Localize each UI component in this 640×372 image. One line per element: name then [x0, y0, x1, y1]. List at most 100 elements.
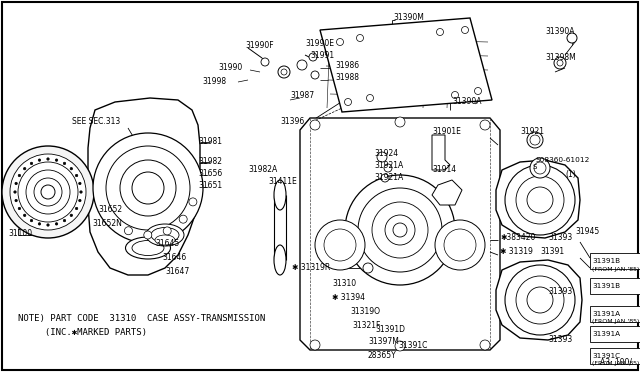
Circle shape [278, 66, 290, 78]
Circle shape [76, 207, 78, 210]
Circle shape [451, 92, 458, 99]
Text: 31990F: 31990F [245, 42, 274, 51]
Circle shape [70, 214, 72, 217]
Circle shape [534, 162, 546, 174]
Text: 31321F: 31321F [352, 321, 380, 330]
Circle shape [38, 223, 41, 225]
Circle shape [93, 133, 203, 243]
Circle shape [34, 178, 62, 206]
Circle shape [395, 341, 405, 351]
Text: ✱383420: ✱383420 [500, 234, 536, 243]
Circle shape [55, 159, 58, 161]
Circle shape [30, 162, 33, 165]
Text: 31921A: 31921A [374, 161, 403, 170]
Circle shape [179, 215, 187, 223]
Text: ✱ 31319R: ✱ 31319R [292, 263, 330, 273]
Circle shape [474, 87, 481, 94]
Polygon shape [496, 160, 580, 238]
Text: ✱ 31394: ✱ 31394 [332, 294, 365, 302]
Text: 31986: 31986 [335, 61, 359, 71]
Circle shape [384, 164, 392, 172]
Circle shape [395, 117, 405, 127]
Text: 31391D: 31391D [375, 326, 405, 334]
Circle shape [516, 276, 564, 324]
Text: 31945: 31945 [575, 228, 599, 237]
Circle shape [505, 265, 575, 335]
Circle shape [527, 287, 553, 313]
Circle shape [310, 340, 320, 350]
Circle shape [79, 182, 81, 185]
Circle shape [381, 174, 389, 182]
Text: 31393: 31393 [548, 336, 572, 344]
Circle shape [324, 229, 356, 261]
Circle shape [309, 53, 317, 61]
Circle shape [144, 231, 152, 239]
Text: 31390A: 31390A [452, 97, 481, 106]
Circle shape [393, 223, 407, 237]
Text: 31310: 31310 [332, 279, 356, 289]
Circle shape [372, 202, 428, 258]
Circle shape [527, 187, 553, 213]
Text: (FROM JAN.'85): (FROM JAN.'85) [592, 320, 639, 324]
Circle shape [385, 215, 415, 245]
Circle shape [516, 176, 564, 224]
Text: 31390M: 31390M [393, 13, 424, 22]
Circle shape [261, 58, 269, 66]
Circle shape [24, 167, 26, 170]
Text: 31991: 31991 [310, 51, 334, 61]
Circle shape [41, 185, 55, 199]
Text: 31921A: 31921A [374, 173, 403, 183]
Text: 31990: 31990 [218, 62, 243, 71]
Text: 31652: 31652 [98, 205, 122, 215]
Polygon shape [432, 135, 450, 170]
Circle shape [436, 29, 444, 35]
Text: 31391A: 31391A [592, 331, 620, 337]
Circle shape [358, 188, 442, 272]
Text: 31647: 31647 [165, 267, 189, 276]
Text: 31393: 31393 [548, 234, 572, 243]
Text: A3  100/: A3 100/ [600, 357, 632, 366]
Circle shape [47, 158, 49, 160]
Text: 31990E: 31990E [305, 39, 334, 48]
Text: 31646: 31646 [162, 253, 186, 263]
Circle shape [480, 340, 490, 350]
Circle shape [311, 71, 319, 79]
Text: 28365Y: 28365Y [368, 352, 397, 360]
Circle shape [377, 152, 387, 162]
FancyBboxPatch shape [590, 253, 640, 269]
Circle shape [124, 227, 132, 235]
Ellipse shape [125, 237, 170, 259]
Text: 31981: 31981 [198, 138, 222, 147]
Text: 31391C: 31391C [398, 341, 428, 350]
Circle shape [567, 33, 577, 43]
Text: 31396: 31396 [280, 118, 304, 126]
Circle shape [527, 132, 543, 148]
Text: 31391C: 31391C [592, 353, 620, 359]
Circle shape [554, 57, 566, 69]
Circle shape [163, 227, 171, 235]
Circle shape [26, 170, 70, 214]
Text: 31100: 31100 [8, 228, 32, 237]
Ellipse shape [146, 224, 184, 246]
Circle shape [2, 146, 94, 238]
Circle shape [47, 224, 49, 226]
Circle shape [120, 160, 176, 216]
Text: 31901E: 31901E [432, 128, 461, 137]
Text: (INC.✱MARKED PARTS): (INC.✱MARKED PARTS) [18, 327, 147, 337]
Circle shape [461, 26, 468, 33]
Text: 31390A: 31390A [545, 28, 575, 36]
Circle shape [345, 175, 455, 285]
Text: 31411E: 31411E [268, 177, 297, 186]
Circle shape [79, 199, 81, 202]
Ellipse shape [274, 245, 286, 275]
Text: (FROM JAN.'85): (FROM JAN.'85) [592, 266, 639, 272]
Circle shape [356, 35, 364, 42]
Circle shape [18, 207, 20, 210]
Circle shape [106, 146, 190, 230]
Circle shape [14, 191, 16, 193]
Circle shape [480, 120, 490, 130]
FancyBboxPatch shape [590, 348, 640, 364]
Circle shape [344, 99, 351, 106]
Text: 31391B: 31391B [592, 283, 620, 289]
Ellipse shape [155, 235, 175, 245]
